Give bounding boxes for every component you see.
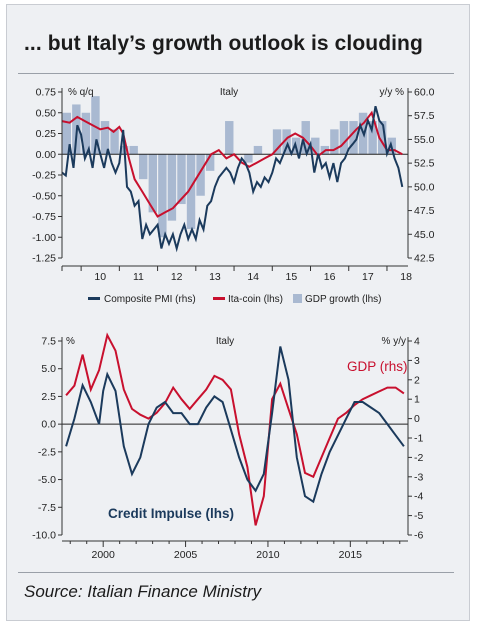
- left-tick-label-2: 0.0: [41, 419, 56, 431]
- x-tick-label-2: 2000: [92, 549, 116, 561]
- legend-label-gdp: GDP growth (lhs): [305, 294, 382, 305]
- x-tick-label-1: 18: [400, 271, 412, 283]
- right-tick-label-2: -4: [414, 491, 423, 503]
- x-tick-label-2: 2010: [256, 549, 280, 561]
- legend-label-pmi: Composite PMI (rhs): [104, 294, 196, 305]
- gdp-growth-bar: [196, 154, 205, 196]
- x-tick-label-1: 15: [286, 271, 298, 283]
- gdp-growth-bar: [205, 154, 215, 171]
- credit-impulse-line: [65, 346, 405, 504]
- gdp-growth-bar: [377, 121, 387, 155]
- left-tick-label-2: 7.5: [41, 336, 56, 348]
- right-tick-label-2: -1: [414, 433, 423, 445]
- gdp-growth-bar: [186, 154, 196, 229]
- right-tick-label-1: 52.5: [414, 158, 435, 170]
- left-tick-label-1: -1.00: [32, 232, 56, 244]
- right-unit-1: y/y %: [380, 87, 405, 98]
- left-tick-label-2: -2.5: [38, 446, 56, 458]
- gdp-growth-bar: [253, 145, 263, 155]
- left-tick-label-1: -1.25: [32, 253, 56, 265]
- gdp-growth-bar: [282, 129, 291, 155]
- source-note: Source: Italian Finance Ministry: [24, 582, 262, 601]
- right-tick-label-1: 47.5: [414, 205, 435, 217]
- gdp-growth-bar: [225, 121, 234, 155]
- left-tick-label-1: -0.75: [32, 211, 56, 223]
- gdp-growth-bar: [139, 154, 148, 180]
- gdp-growth-bar: [148, 154, 158, 213]
- left-unit-1: % q/q: [68, 87, 94, 98]
- left-tick-label-1: 0.75: [36, 87, 57, 99]
- legend-swatch-gdp: [293, 294, 302, 303]
- x-tick-label-1: 10: [94, 271, 106, 283]
- gdp-growth-bar: [158, 154, 167, 238]
- right-tick-label-1: 42.5: [414, 253, 435, 265]
- gdp-annotation: GDP (rhs): [347, 359, 408, 374]
- gdp-line: [65, 332, 405, 526]
- gdp-growth-bar: [339, 121, 349, 155]
- gdp-growth-bar: [129, 145, 138, 155]
- x-tick-label-1: 16: [324, 271, 336, 283]
- right-tick-label-2: -5: [414, 510, 423, 522]
- gdp-growth-bar: [349, 121, 358, 155]
- right-tick-label-2: -2: [414, 452, 423, 464]
- gdp-growth-bar: [311, 137, 320, 155]
- right-tick-label-2: 2: [414, 374, 420, 386]
- x-tick-label-1: 12: [171, 271, 183, 283]
- gdp-growth-bar: [301, 121, 310, 155]
- right-tick-label-2: -3: [414, 471, 423, 483]
- left-unit-2: %: [66, 336, 75, 347]
- legend-label-itacoin: Ita-coin (lhs): [228, 294, 283, 305]
- x-tick-label-1: 11: [133, 271, 144, 283]
- right-tick-label-1: 55.0: [414, 134, 435, 146]
- gdp-growth-bar: [244, 154, 253, 163]
- source-divider: [18, 572, 454, 573]
- left-tick-label-2: -5.0: [38, 474, 56, 486]
- right-tick-label-2: -6: [414, 530, 423, 542]
- title-divider: [18, 73, 454, 74]
- left-tick-label-2: 5.0: [41, 363, 56, 375]
- credit-impulse-annotation: Credit Impulse (lhs): [108, 506, 234, 521]
- right-tick-label-1: 45.0: [414, 229, 435, 241]
- right-tick-label-2: 4: [414, 336, 420, 348]
- left-tick-label-2: -10.0: [32, 530, 56, 542]
- left-tick-label-1: -0.50: [32, 190, 56, 202]
- gdp-growth-bar: [330, 129, 339, 155]
- right-tick-label-1: 57.5: [414, 110, 435, 122]
- x-tick-label-1: 14: [247, 271, 259, 283]
- right-tick-label-1: 50.0: [414, 181, 435, 193]
- chart-title-2: Italy: [216, 336, 234, 347]
- gdp-growth-bar: [62, 112, 71, 155]
- gdp-growth-bar: [100, 121, 110, 155]
- gdp-growth-bar: [368, 121, 377, 155]
- right-tick-label-2: 3: [414, 355, 420, 367]
- left-tick-label-1: 0.00: [36, 149, 57, 161]
- x-tick-label-2: 2005: [174, 549, 198, 561]
- x-tick-label-1: 13: [209, 271, 221, 283]
- left-tick-label-1: 0.25: [36, 128, 57, 140]
- right-unit-2: % y/y: [382, 336, 406, 347]
- right-tick-label-2: 1: [414, 394, 420, 406]
- gdp-growth-bar: [167, 154, 177, 221]
- gdp-growth-bar: [272, 129, 282, 155]
- composite-pmi-line: [61, 105, 404, 253]
- gdp-growth-bar: [81, 112, 91, 155]
- x-tick-label-1: 17: [362, 271, 374, 283]
- gdp-growth-bar: [110, 129, 119, 155]
- right-tick-label-1: 60.0: [414, 87, 435, 99]
- x-tick-label-2: 2015: [339, 549, 363, 561]
- gdp-growth-bar: [177, 154, 186, 205]
- left-tick-label-1: -0.25: [32, 170, 56, 182]
- left-tick-label-2: -7.5: [38, 502, 56, 514]
- left-tick-label-2: 2.5: [41, 391, 56, 403]
- itacoin-line: [61, 110, 403, 218]
- left-tick-label-1: 0.50: [36, 107, 57, 119]
- page-title: ... but Italy’s growth outlook is cloudi…: [24, 32, 423, 55]
- gdp-growth-bar: [91, 96, 100, 155]
- chart-title-1: Italy: [220, 87, 238, 98]
- right-tick-label-2: 0: [414, 413, 420, 425]
